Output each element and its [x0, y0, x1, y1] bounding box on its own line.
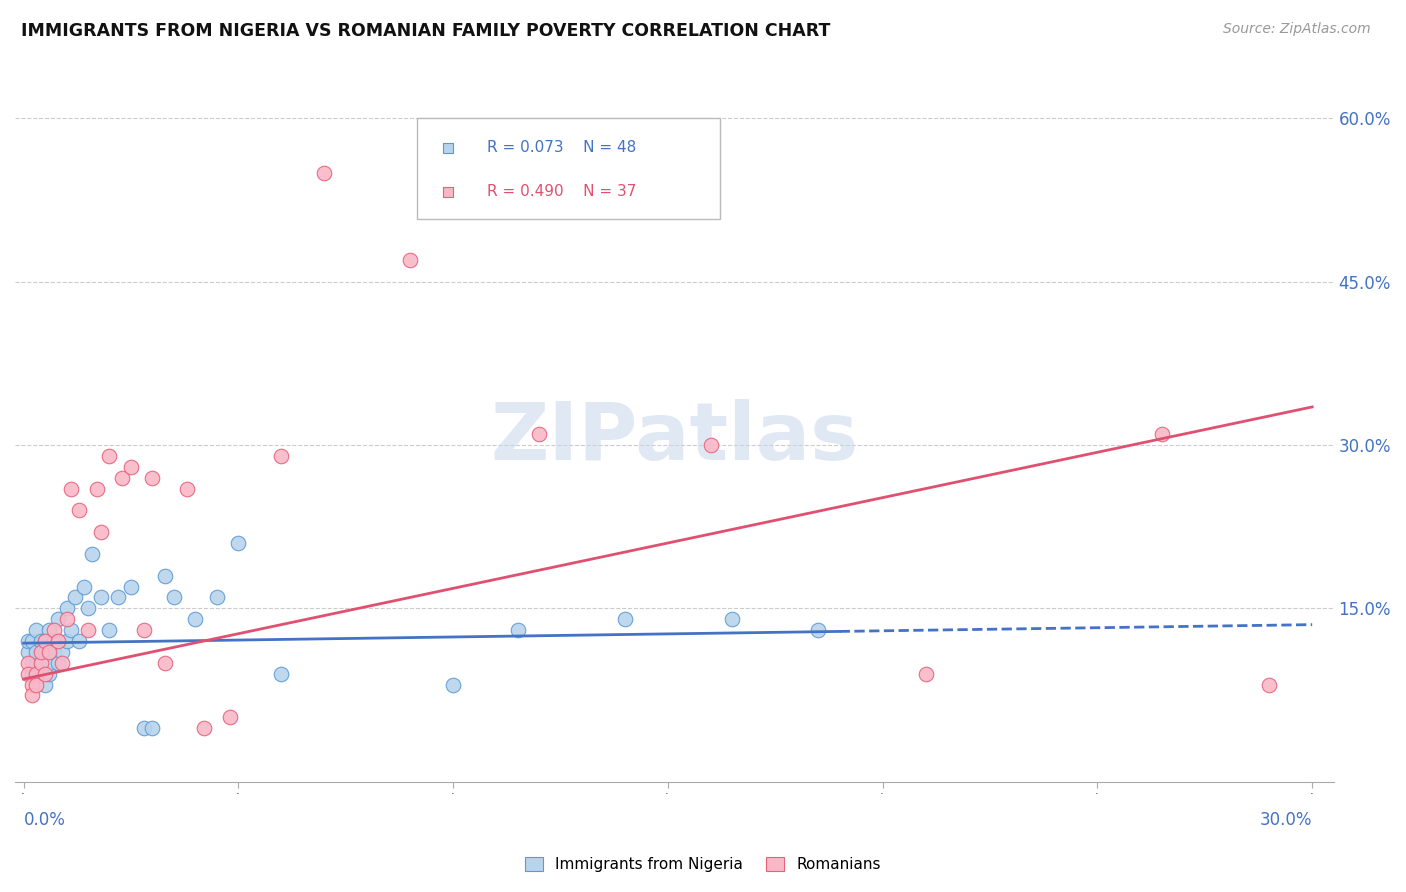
Text: 0.0%: 0.0% [24, 811, 66, 830]
Point [42, 634, 65, 648]
Point [506, 623, 529, 637]
Point [55, 634, 77, 648]
Point [807, 623, 830, 637]
Point [98, 623, 121, 637]
Point [25, 645, 48, 659]
Point [441, 677, 464, 691]
Point [228, 536, 250, 550]
Point [25, 677, 48, 691]
Point [132, 623, 155, 637]
Point [721, 612, 744, 626]
Text: Source: ZipAtlas.com: Source: ZipAtlas.com [1223, 22, 1371, 37]
Point [527, 427, 550, 442]
Point [107, 591, 129, 605]
Text: 30.0%: 30.0% [1260, 811, 1312, 830]
Point [205, 591, 228, 605]
Point [34, 645, 56, 659]
Point [163, 591, 186, 605]
Point [38, 666, 60, 681]
Point [21, 656, 44, 670]
Point [613, 612, 636, 626]
Point [77, 623, 100, 637]
Point [17, 666, 39, 681]
Point [176, 482, 198, 496]
Point [155, 656, 177, 670]
Point [51, 656, 73, 670]
Point [1258, 677, 1281, 691]
Point [25, 666, 48, 681]
Point [141, 721, 163, 735]
Point [34, 666, 56, 681]
Point [21, 634, 44, 648]
Point [25, 656, 48, 670]
Point [82, 547, 104, 561]
Point [90, 591, 112, 605]
Point [46, 612, 69, 626]
Point [34, 634, 56, 648]
Point [77, 601, 100, 615]
Point [399, 252, 422, 267]
Point [42, 623, 65, 637]
Point [132, 721, 155, 735]
Text: ZIPatlas: ZIPatlas [491, 399, 859, 476]
Point [155, 568, 177, 582]
Point [90, 525, 112, 540]
Text: IMMIGRANTS FROM NIGERIA VS ROMANIAN FAMILY POVERTY CORRELATION CHART: IMMIGRANTS FROM NIGERIA VS ROMANIAN FAMI… [21, 22, 831, 40]
Legend: Immigrants from Nigeria, Romanians: Immigrants from Nigeria, Romanians [517, 849, 889, 880]
Point [17, 645, 39, 659]
Point [21, 677, 44, 691]
Point [34, 634, 56, 648]
Point [21, 666, 44, 681]
Point [30, 634, 52, 648]
Point [38, 656, 60, 670]
Point [914, 666, 936, 681]
FancyBboxPatch shape [418, 118, 720, 219]
Point [42, 645, 65, 659]
Point [46, 634, 69, 648]
Point [63, 591, 86, 605]
Point [700, 438, 723, 452]
Point [30, 656, 52, 670]
Point [55, 601, 77, 615]
Point [120, 459, 142, 474]
Point [270, 449, 292, 463]
Point [270, 666, 292, 681]
Point [38, 623, 60, 637]
Point [46, 656, 69, 670]
Point [30, 645, 52, 659]
Point [46, 634, 69, 648]
Point [55, 612, 77, 626]
Point [314, 166, 336, 180]
Point [67, 634, 90, 648]
Point [98, 449, 121, 463]
Point [218, 710, 240, 724]
Point [38, 645, 60, 659]
Point [1150, 427, 1173, 442]
Point [30, 656, 52, 670]
Point [25, 666, 48, 681]
Point [21, 689, 44, 703]
Point [184, 612, 207, 626]
Point [86, 482, 108, 496]
Point [59, 623, 82, 637]
Point [193, 721, 215, 735]
Point [141, 471, 163, 485]
Point [59, 482, 82, 496]
Point [17, 656, 39, 670]
Point [120, 580, 142, 594]
Point [67, 503, 90, 517]
Point [73, 580, 96, 594]
Text: R = 0.490    N = 37: R = 0.490 N = 37 [486, 184, 637, 199]
Point [51, 645, 73, 659]
Point [34, 677, 56, 691]
Point [17, 634, 39, 648]
Point [25, 623, 48, 637]
Point [111, 471, 134, 485]
Text: R = 0.073    N = 48: R = 0.073 N = 48 [486, 140, 637, 155]
